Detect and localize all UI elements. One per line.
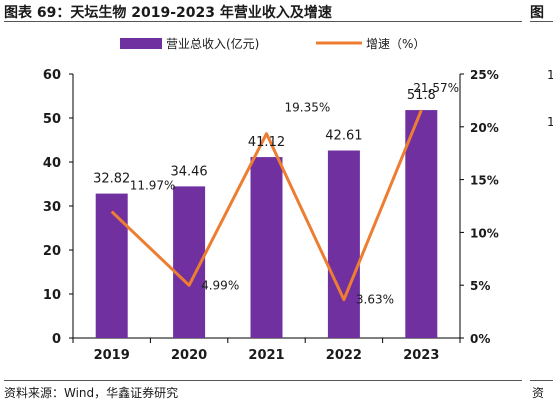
next-figure-title-fragment: 图 bbox=[530, 5, 544, 21]
x-tick-label: 2022 bbox=[326, 348, 362, 363]
growth-data-label: 11.97% bbox=[130, 179, 176, 193]
legend-swatch-revenue bbox=[120, 38, 162, 49]
data-labels: 32.82 34.46 41.12 42.61 51.8 11.97% 4.99% 19.35… bbox=[93, 81, 459, 306]
revenue-bar bbox=[405, 110, 438, 338]
next-footer-divider bbox=[530, 380, 553, 381]
revenue-data-label: 42.61 bbox=[325, 129, 362, 144]
growth-line-series bbox=[110, 109, 423, 302]
left-y-tick-label: 40 bbox=[43, 156, 61, 171]
page-title: 图表 69：天坛生物 2019-2023 年营业收入及增速 bbox=[4, 5, 332, 21]
right-y-tick-label: 15% bbox=[470, 174, 499, 188]
left-y-tick-label: 50 bbox=[43, 112, 61, 127]
left-y-tick-label: 0 bbox=[52, 332, 61, 347]
growth-data-label: 21.57% bbox=[413, 81, 459, 95]
left-y-tick-label: 20 bbox=[43, 244, 61, 259]
x-tick-label: 2019 bbox=[94, 348, 130, 363]
axes: 0 10 20 30 40 50 60 0% 5% 10% 15% 20% 25% 2019 2020 202… bbox=[43, 68, 499, 363]
x-tick-label: 2023 bbox=[403, 348, 439, 363]
left-y-tick-label: 30 bbox=[43, 200, 61, 215]
revenue-data-label: 34.46 bbox=[170, 164, 207, 179]
revenue-bar bbox=[327, 150, 360, 338]
right-panel-tick-fragment: 1 bbox=[547, 68, 553, 82]
right-y-tick-label: 5% bbox=[470, 279, 490, 293]
revenue-data-label: 32.82 bbox=[93, 172, 130, 187]
footer-divider bbox=[4, 380, 522, 381]
source-note: 资料来源：Wind，华鑫证券研究 bbox=[4, 386, 179, 400]
growth-line bbox=[110, 109, 423, 302]
growth-data-label: 4.99% bbox=[201, 278, 239, 292]
revenue-data-label: 41.12 bbox=[248, 135, 285, 150]
revenue-bar bbox=[250, 157, 283, 338]
right-y-tick-label: 0% bbox=[470, 332, 490, 346]
title-divider bbox=[4, 21, 522, 22]
legend: 营业总收入(亿元) 增速（%） bbox=[120, 36, 425, 51]
growth-data-label: 19.35% bbox=[285, 101, 331, 115]
revenue-data-label: 51.8 bbox=[407, 88, 436, 103]
next-source-fragment: 资 bbox=[532, 386, 545, 400]
revenue-bar bbox=[95, 193, 128, 338]
legend-label-revenue: 营业总收入(亿元) bbox=[166, 36, 259, 51]
growth-data-label: 3.63% bbox=[356, 293, 394, 307]
next-title-divider bbox=[530, 21, 553, 22]
left-y-tick-label: 10 bbox=[43, 288, 61, 303]
left-y-tick-label: 60 bbox=[43, 68, 61, 83]
legend-label-growth: 增速（%） bbox=[366, 37, 425, 51]
x-tick-label: 2020 bbox=[171, 348, 207, 363]
x-tick-label: 2021 bbox=[248, 348, 284, 363]
right-panel-tick-fragment: 1 bbox=[547, 115, 553, 129]
right-y-tick-label: 20% bbox=[470, 121, 499, 135]
right-y-tick-label: 10% bbox=[470, 226, 499, 240]
right-y-tick-label: 25% bbox=[470, 68, 499, 82]
